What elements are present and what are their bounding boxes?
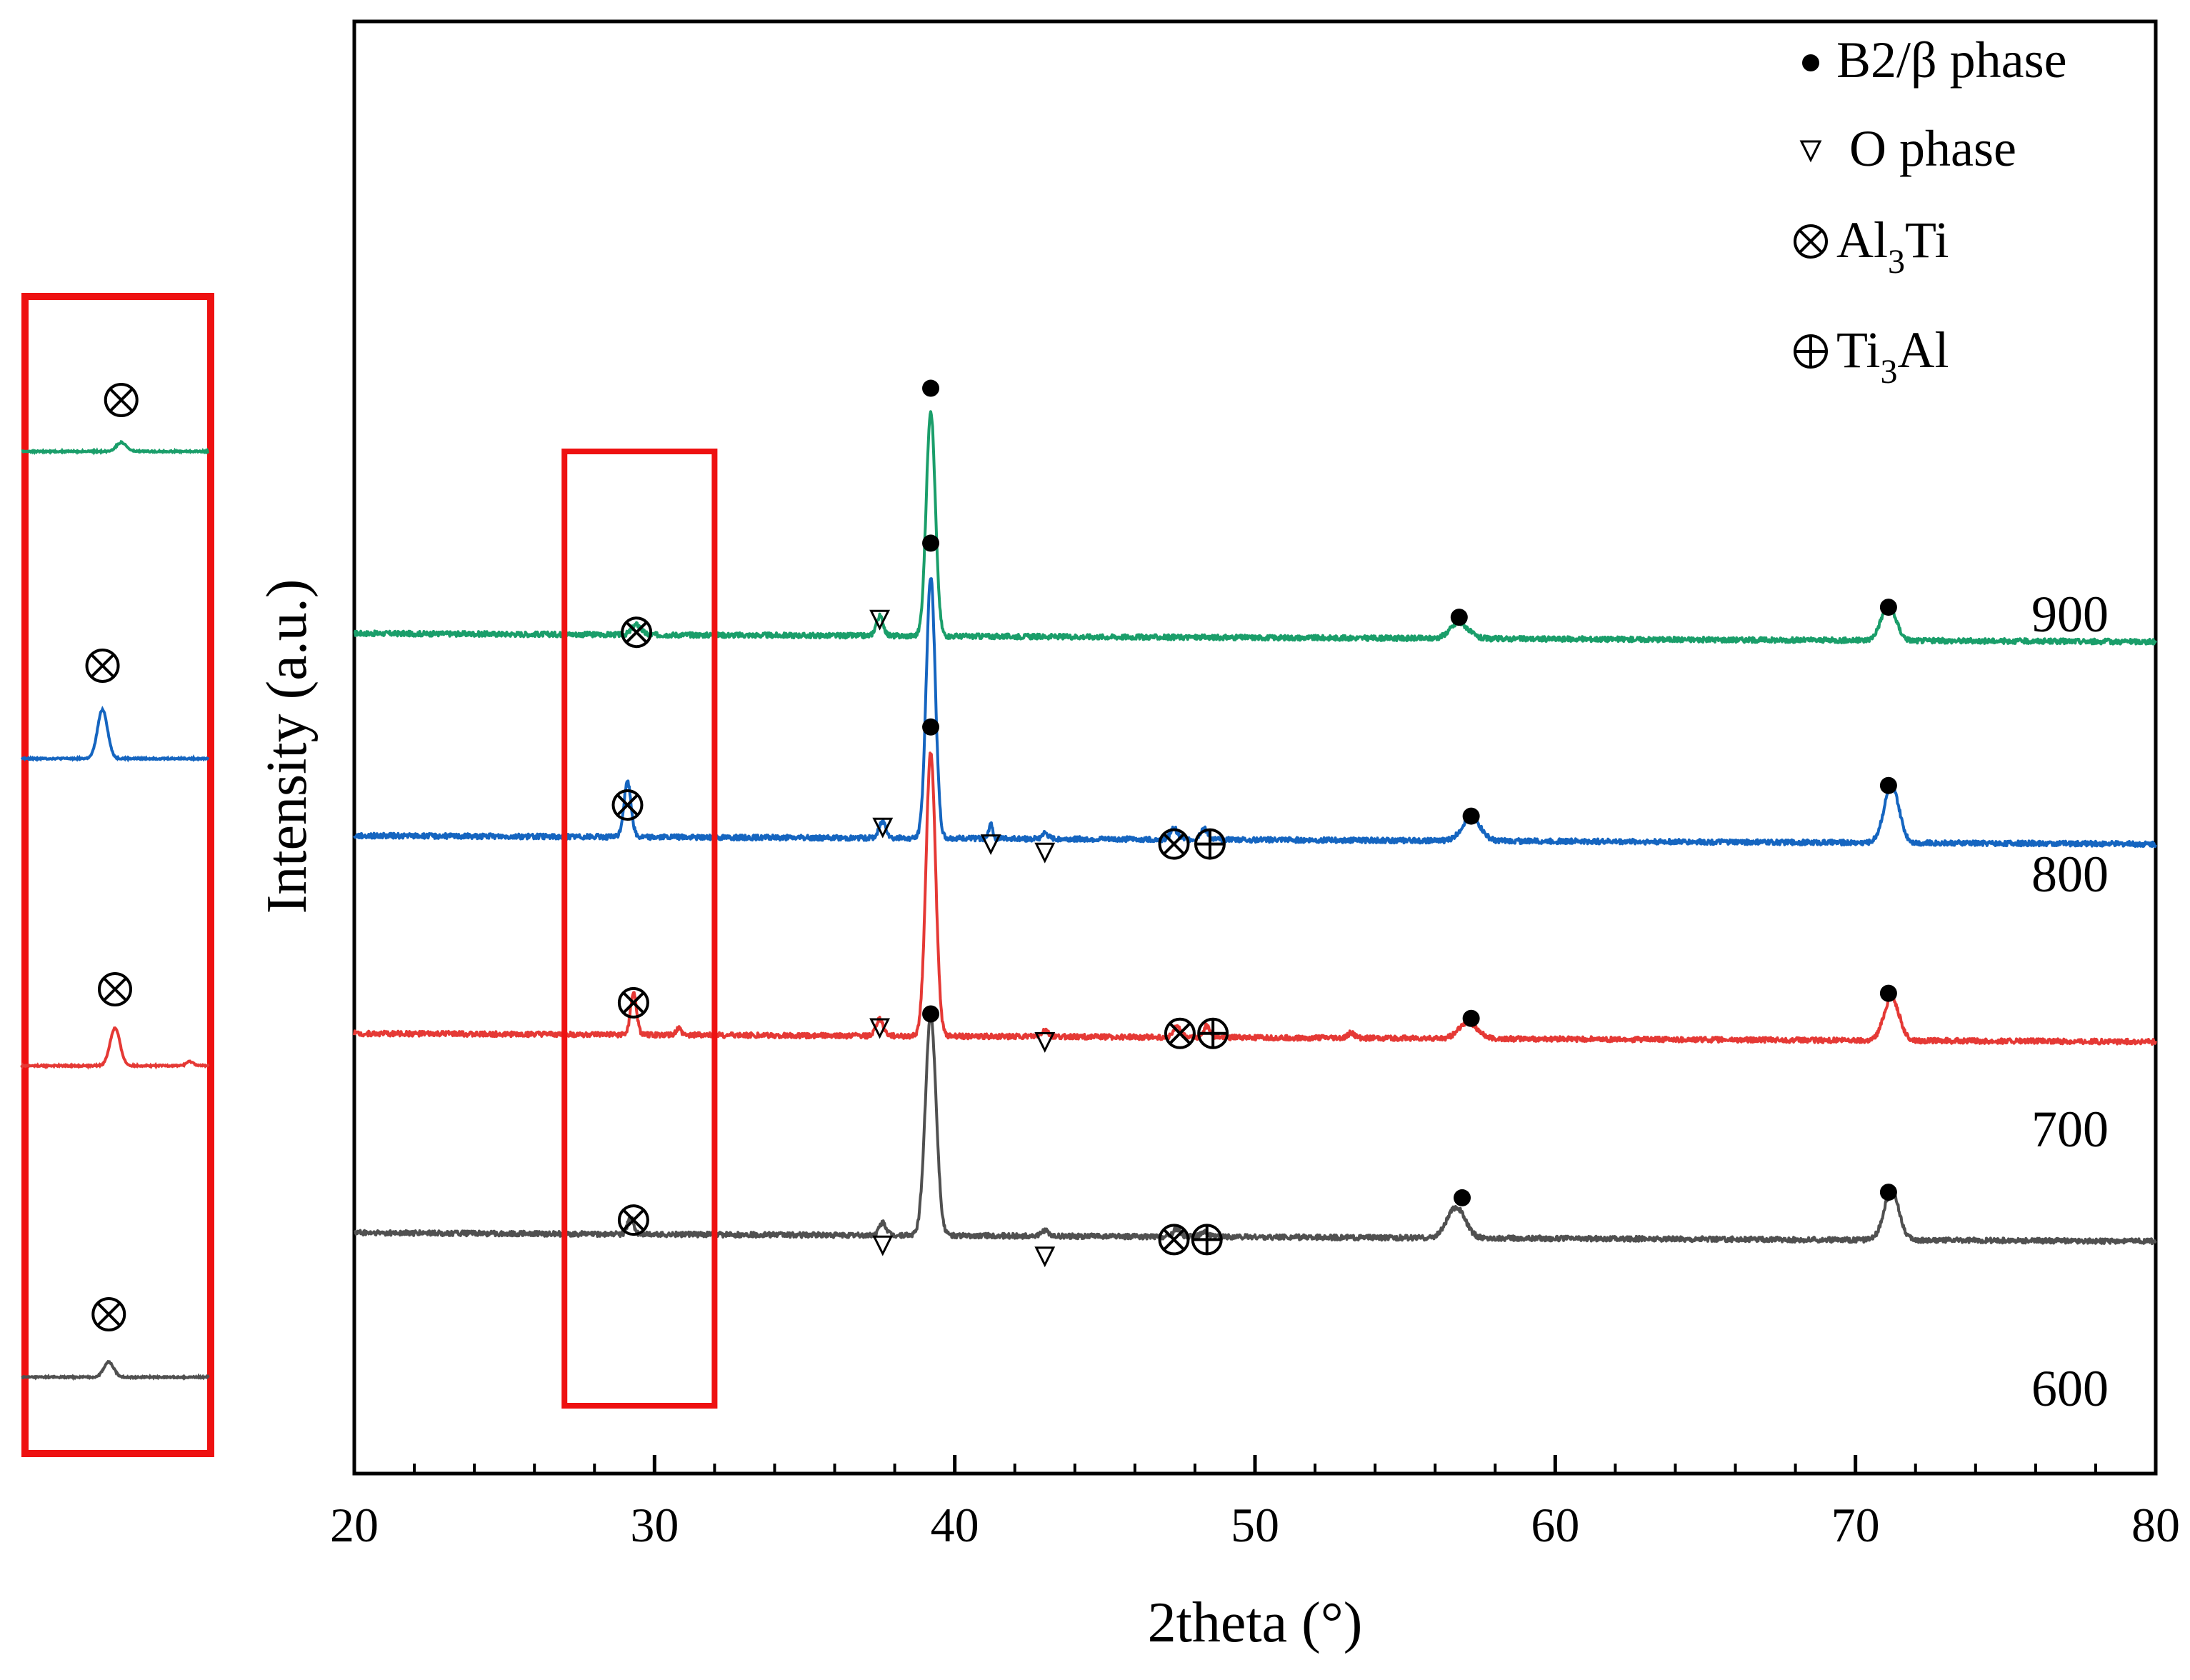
legend-b2-beta-icon [1802, 54, 1819, 71]
al3ti-marker-cross [625, 621, 648, 644]
ti3al-marker-cross [1192, 1225, 1221, 1254]
b2-beta-marker [1879, 984, 1897, 1002]
al3ti-marker [621, 616, 653, 649]
legend-text: B2/β phase [1836, 31, 2067, 89]
al3ti-marker [1164, 1017, 1196, 1049]
legend-suffix: Ti [1905, 211, 1949, 269]
legend-ti3al-cross [1795, 336, 1826, 367]
inset-line-800 [21, 705, 210, 763]
b2-beta-marker [922, 1005, 940, 1023]
series-label-800: 800 [2031, 846, 2109, 903]
al3ti-marker [617, 1204, 649, 1236]
peak-markers [611, 379, 1897, 1268]
inset-panel [20, 293, 214, 1457]
al3ti-marker-cross [1163, 833, 1185, 856]
inset-al3ti-cross [96, 1302, 121, 1326]
x-axis: 20 30 40 50 60 70 80 [330, 1455, 2180, 1552]
inset-al3ti-marker [98, 972, 132, 1006]
legend-al3ti-cross [1799, 229, 1823, 254]
x-tick-label: 60 [1531, 1498, 1579, 1552]
b2-beta-marker [1462, 807, 1480, 825]
o-phase-marker [1034, 842, 1056, 864]
b2-beta-marker [1462, 1009, 1480, 1027]
b2-beta-marker [922, 718, 940, 736]
inset-line-700 [20, 1026, 210, 1070]
o-phase-marker [1034, 1032, 1056, 1053]
inset-al3ti-cross [109, 388, 134, 412]
o-phase-marker [869, 609, 891, 631]
x-tick-label: 40 [931, 1498, 979, 1552]
inset-al3ti-marker [91, 1297, 126, 1331]
al3ti-marker [1158, 1224, 1190, 1256]
al3ti-marker [617, 986, 649, 1019]
b2-beta-marker [1879, 1184, 1897, 1201]
legend-label-1: O phase [1849, 120, 2016, 177]
b2-beta-marker [922, 534, 940, 552]
b2-beta-marker [1879, 599, 1897, 616]
legend-label-2: Al3Ti [1836, 211, 1949, 281]
al3ti-marker [611, 789, 644, 821]
highlight-box [561, 449, 718, 1409]
legend-label-0: B2/β phase [1836, 31, 2067, 89]
series-label-900: 900 [2031, 586, 2109, 643]
legend-text: O phase [1849, 120, 2016, 177]
legend-label-3: Ti3Al [1836, 321, 1949, 391]
legend-text: Ti [1836, 321, 1880, 379]
x-axis-label: 2theta (°) [1148, 1591, 1363, 1654]
ti3al-marker-cross [1195, 829, 1224, 859]
x-tick-label: 50 [1231, 1498, 1279, 1552]
inset-al3ti-marker [104, 383, 139, 417]
o-phase-marker [980, 834, 1001, 855]
al3ti-marker-cross [1169, 1022, 1191, 1045]
al3ti-marker-cross [1163, 1228, 1185, 1251]
o-phase-marker [872, 817, 894, 839]
o-phase-marker [869, 1018, 891, 1039]
x-tick-label: 70 [1831, 1498, 1880, 1552]
legend-suffix: Al [1897, 321, 1949, 379]
inset-frame [21, 293, 214, 1457]
b2-beta-marker [1454, 1189, 1471, 1206]
main-plot: 20 30 40 50 60 70 80 900 800 700 600 B2/β phase O … [330, 19, 2180, 1552]
o-phase-marker [872, 1235, 894, 1256]
x-tick-label: 80 [2131, 1498, 2180, 1552]
inset-al3ti-marker [85, 649, 120, 683]
al3ti-marker-cross [622, 991, 645, 1014]
al3ti-marker [1158, 828, 1190, 860]
o-phase-marker [1034, 1246, 1056, 1268]
ti3al-marker-cross [1199, 1019, 1228, 1048]
legend-subscript: 3 [1880, 353, 1897, 391]
al3ti-marker-cross [616, 794, 639, 816]
inset-line-900 [21, 439, 210, 456]
x-tick-label: 30 [630, 1498, 679, 1552]
inset-al3ti-cross [91, 654, 114, 678]
b2-beta-marker [922, 379, 940, 397]
legend-al3ti-icon [1794, 224, 1828, 259]
series-label-600: 600 [2031, 1360, 2109, 1417]
legend-o-phase-icon [1799, 140, 1822, 163]
inset-al3ti-cross [103, 977, 127, 1001]
series-labels: 900 800 700 600 [2031, 586, 2109, 1417]
series-line-600 [353, 1015, 2157, 1246]
b2-beta-marker [1879, 776, 1897, 794]
legend-subscript: 3 [1888, 243, 1905, 281]
legend-text: Al [1836, 211, 1888, 269]
b2-beta-marker [1450, 609, 1468, 626]
x-tick-label: 20 [330, 1498, 379, 1552]
series-label-700: 700 [2031, 1101, 2109, 1158]
series-line-700 [353, 751, 2157, 1046]
al3ti-marker-cross [622, 1209, 645, 1231]
series-line-900 [353, 410, 2157, 646]
inset-line-600 [21, 1359, 210, 1381]
series-line-800 [353, 577, 2157, 849]
y-axis-label: Intensity (a.u.) [256, 579, 319, 914]
series-group [353, 410, 2157, 1246]
